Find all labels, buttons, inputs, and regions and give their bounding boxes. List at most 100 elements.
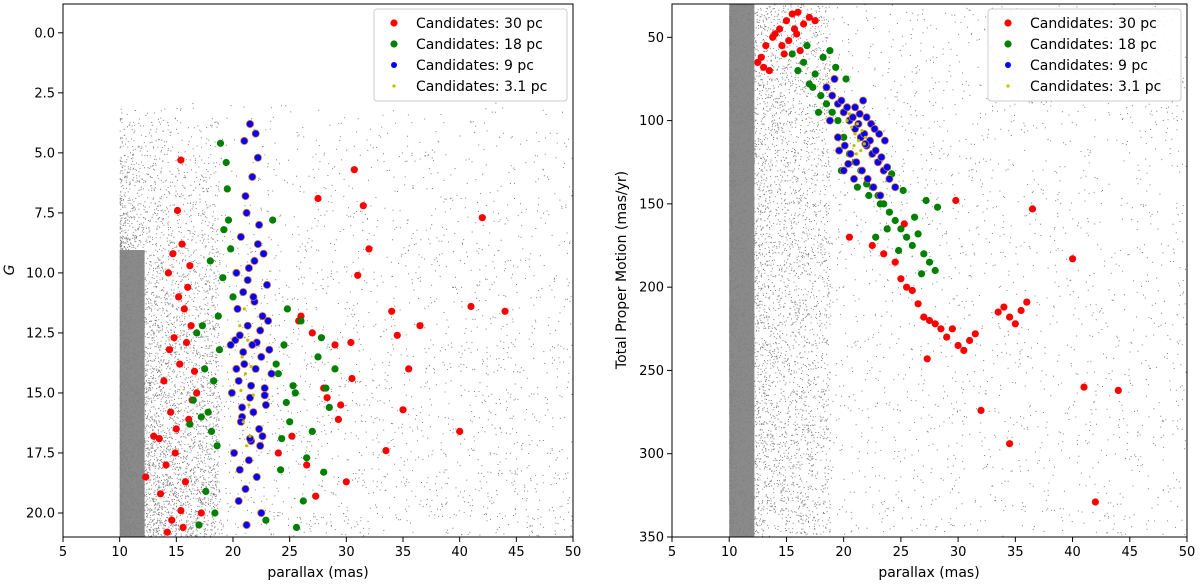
left-point bbox=[292, 523, 301, 532]
left-point bbox=[456, 427, 464, 435]
left-x-tick-label: 10 bbox=[111, 545, 128, 560]
right-point bbox=[776, 25, 784, 33]
right-point bbox=[922, 196, 930, 205]
left-point bbox=[255, 424, 264, 433]
left-point bbox=[241, 192, 250, 201]
left-y-tick-label: 7.5 bbox=[34, 206, 55, 221]
right-point bbox=[835, 146, 844, 155]
left-point bbox=[323, 394, 331, 402]
left-point bbox=[198, 322, 206, 330]
right-point bbox=[869, 183, 878, 192]
right-point bbox=[1023, 298, 1031, 306]
left-point bbox=[238, 324, 242, 328]
left-point bbox=[262, 280, 271, 289]
left-point bbox=[262, 516, 270, 524]
right-point bbox=[880, 136, 889, 145]
left-point bbox=[186, 262, 194, 270]
left-chart: 5 10 15 20 25 30 35 40 45 50 0.0 2.5 5.0 7.5 10.0 12.5… bbox=[2, 3, 581, 581]
left-background-field bbox=[119, 102, 573, 537]
left-point bbox=[189, 396, 197, 404]
left-point bbox=[388, 307, 396, 315]
right-point bbox=[793, 30, 801, 38]
left-y-tick-label: 0.0 bbox=[34, 26, 55, 41]
left-point bbox=[201, 365, 209, 373]
right-point bbox=[862, 113, 871, 122]
left-point bbox=[224, 216, 233, 224]
left-point bbox=[235, 465, 244, 474]
right-x-tick-label: 40 bbox=[1064, 545, 1081, 560]
left-point bbox=[239, 388, 243, 393]
left-y-tick-label: 20.0 bbox=[26, 506, 55, 521]
right-y-tick-label: 150 bbox=[639, 197, 664, 212]
left-point bbox=[282, 398, 290, 407]
left-point bbox=[249, 408, 258, 417]
left-y-tick-label: 17.5 bbox=[26, 446, 55, 461]
left-point bbox=[365, 245, 373, 253]
left-point bbox=[257, 352, 266, 361]
left-point bbox=[232, 364, 241, 373]
right-point bbox=[903, 233, 911, 241]
right-y-tick-label: 200 bbox=[639, 281, 664, 296]
left-point bbox=[393, 331, 401, 339]
right-legend-marker bbox=[1005, 62, 1011, 68]
left-point bbox=[227, 388, 236, 397]
right-point bbox=[843, 103, 852, 112]
left-point bbox=[245, 444, 249, 448]
left-point bbox=[150, 432, 158, 440]
right-point bbox=[840, 133, 848, 141]
right-point bbox=[853, 132, 857, 136]
right-point bbox=[848, 113, 857, 122]
left-series-2 bbox=[226, 120, 276, 530]
right-legend-box bbox=[987, 8, 1182, 102]
left-point bbox=[234, 376, 243, 385]
right-point bbox=[1069, 255, 1077, 263]
right-legend-label: Candidates: 30 pc bbox=[1030, 16, 1157, 32]
left-point bbox=[272, 360, 280, 368]
left-point bbox=[165, 346, 174, 354]
right-point bbox=[811, 17, 819, 25]
left-point bbox=[182, 338, 191, 347]
right-point bbox=[948, 325, 957, 333]
left-x-tick-label: 20 bbox=[225, 545, 242, 560]
right-point bbox=[853, 183, 862, 191]
left-point bbox=[172, 425, 180, 433]
right-point bbox=[920, 250, 928, 258]
left-point bbox=[250, 256, 259, 265]
right-point bbox=[960, 346, 968, 354]
left-point bbox=[348, 374, 356, 383]
right-x-axis: 5 10 15 20 25 30 35 40 45 50 bbox=[668, 537, 1195, 560]
left-point bbox=[223, 185, 231, 193]
left-point bbox=[322, 384, 330, 392]
left-point bbox=[277, 466, 285, 474]
left-candidate-points bbox=[142, 120, 509, 536]
left-point bbox=[248, 172, 257, 181]
left-point bbox=[193, 329, 201, 337]
right-point bbox=[814, 108, 823, 116]
right-x-tick-label: 20 bbox=[835, 545, 852, 560]
right-plot-frame bbox=[671, 3, 1188, 538]
left-point bbox=[170, 334, 178, 342]
left-legend-marker bbox=[390, 19, 398, 27]
right-point bbox=[839, 166, 848, 175]
left-point bbox=[247, 403, 251, 407]
right-series-0 bbox=[754, 8, 1122, 506]
right-point bbox=[952, 196, 960, 205]
right-point bbox=[856, 139, 861, 143]
left-y-tick-label: 12.5 bbox=[26, 326, 55, 341]
right-legend-marker bbox=[1006, 84, 1010, 88]
right-x-tick-label: 10 bbox=[721, 545, 738, 560]
right-point bbox=[852, 158, 861, 167]
right-point bbox=[817, 92, 825, 100]
right-point bbox=[845, 119, 849, 123]
left-point bbox=[291, 389, 299, 397]
left-legend-marker bbox=[391, 62, 397, 68]
right-point bbox=[877, 153, 886, 162]
left-point bbox=[243, 276, 252, 285]
right-point bbox=[785, 37, 793, 45]
left-point bbox=[190, 367, 199, 375]
right-point bbox=[917, 270, 926, 278]
right-point bbox=[863, 135, 868, 139]
left-point bbox=[177, 156, 185, 164]
left-point bbox=[211, 509, 219, 517]
right-point bbox=[796, 47, 804, 55]
